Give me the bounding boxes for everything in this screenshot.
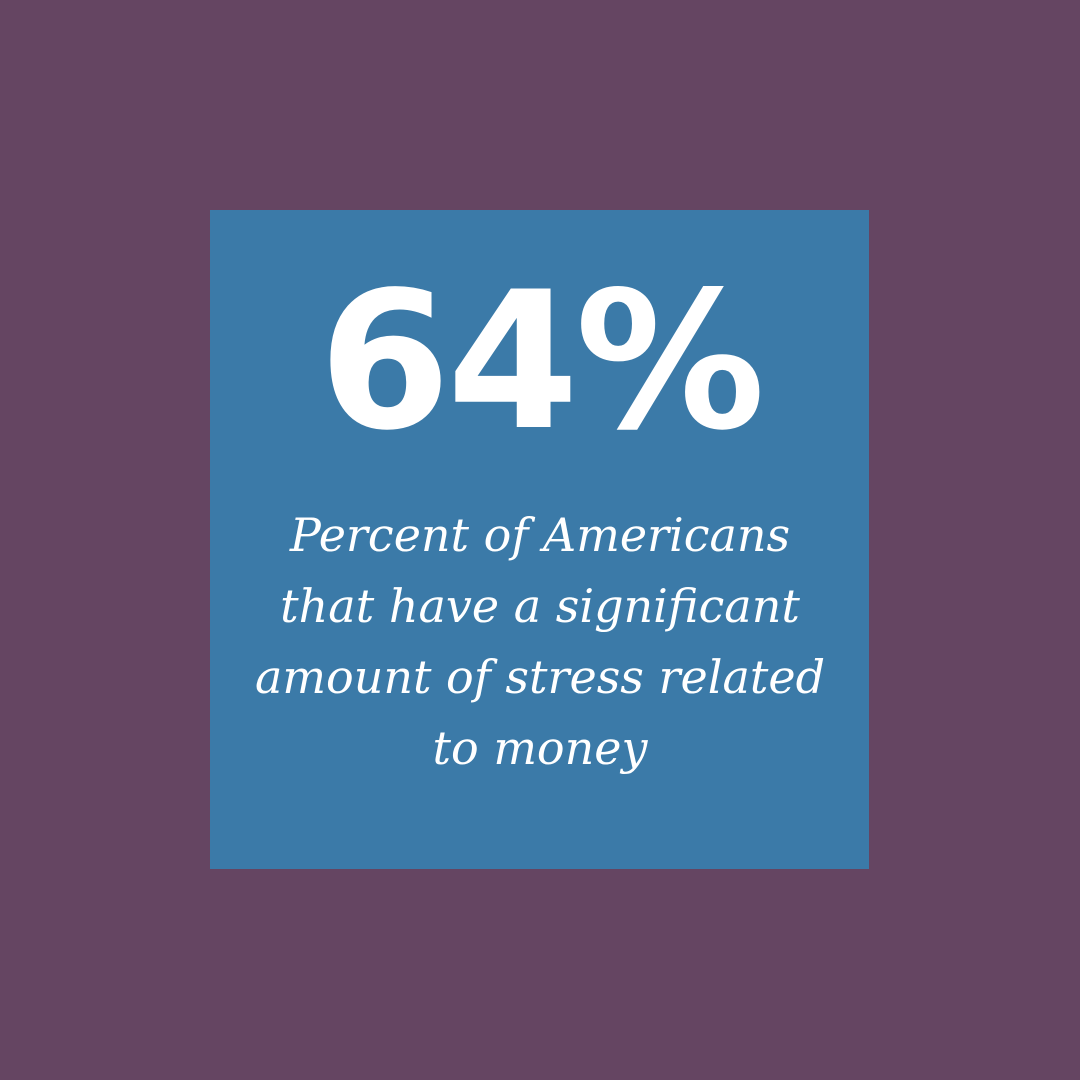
caption-line: amount of stress related [254, 650, 826, 704]
caption-line: that have a significant [280, 579, 800, 633]
stat-caption: Percent of Americans that have a signifi… [230, 500, 850, 784]
stat-card [210, 210, 869, 869]
caption-line: to money [432, 721, 648, 775]
stat-value: 64% [318, 251, 766, 472]
caption-line: Percent of Americans [289, 508, 791, 562]
